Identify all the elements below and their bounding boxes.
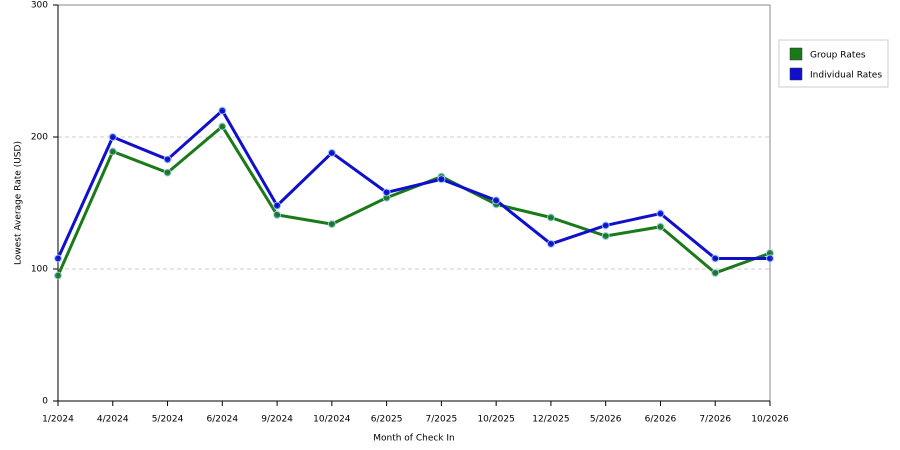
x-tick-label: 12/2025 [532,415,569,425]
y-tick-label: 100 [31,265,48,275]
point [273,210,282,219]
y-tick-label: 0 [42,397,48,407]
x-axis-label: Month of Check In [373,434,455,444]
point [766,254,774,263]
point [601,221,610,230]
point [54,254,62,263]
point [601,232,610,240]
point [218,122,227,131]
series-line [56,124,771,277]
point [327,220,336,229]
x-tick-label: 6/2024 [206,415,238,425]
x-tick-label: 5/2026 [590,415,622,425]
x-tick-label: 5/2024 [152,415,184,425]
point [273,201,282,210]
x-tick-label: 10/2026 [751,415,789,425]
x-tick-label: 10/2025 [477,415,514,425]
plot-frame [57,4,771,402]
series-line [56,109,770,260]
point [54,271,62,280]
point [108,133,117,141]
point [437,175,446,184]
y-tick-label: 300 [31,1,48,11]
point [163,155,172,164]
x-tick-label: 9/2024 [261,415,293,425]
point [327,148,336,157]
point [711,268,720,277]
point [546,239,555,248]
point [711,254,720,263]
legend-label: Individual Rates [810,71,882,81]
point [163,168,172,177]
x-tick-label: 6/2025 [371,415,403,425]
x-tick-label: 10/2024 [313,415,351,425]
y-tick-label: 200 [31,133,48,143]
legend-swatch [789,47,803,61]
x-tick-label: 4/2024 [97,415,129,425]
x-tick-label: 1/2024 [42,415,74,425]
x-tick-label: 7/2025 [426,415,458,425]
legend-swatch [789,67,803,81]
point [218,106,227,115]
point [546,213,555,222]
x-tick-label: 6/2026 [645,415,677,425]
point [492,196,501,205]
point [382,188,391,197]
y-axis-label: Lowest Average Rate (USD) [14,141,24,265]
x-tick-label: 7/2026 [699,415,731,425]
point [656,222,665,231]
legend-label: Group Rates [810,51,866,61]
point [108,147,117,156]
point [656,209,665,218]
